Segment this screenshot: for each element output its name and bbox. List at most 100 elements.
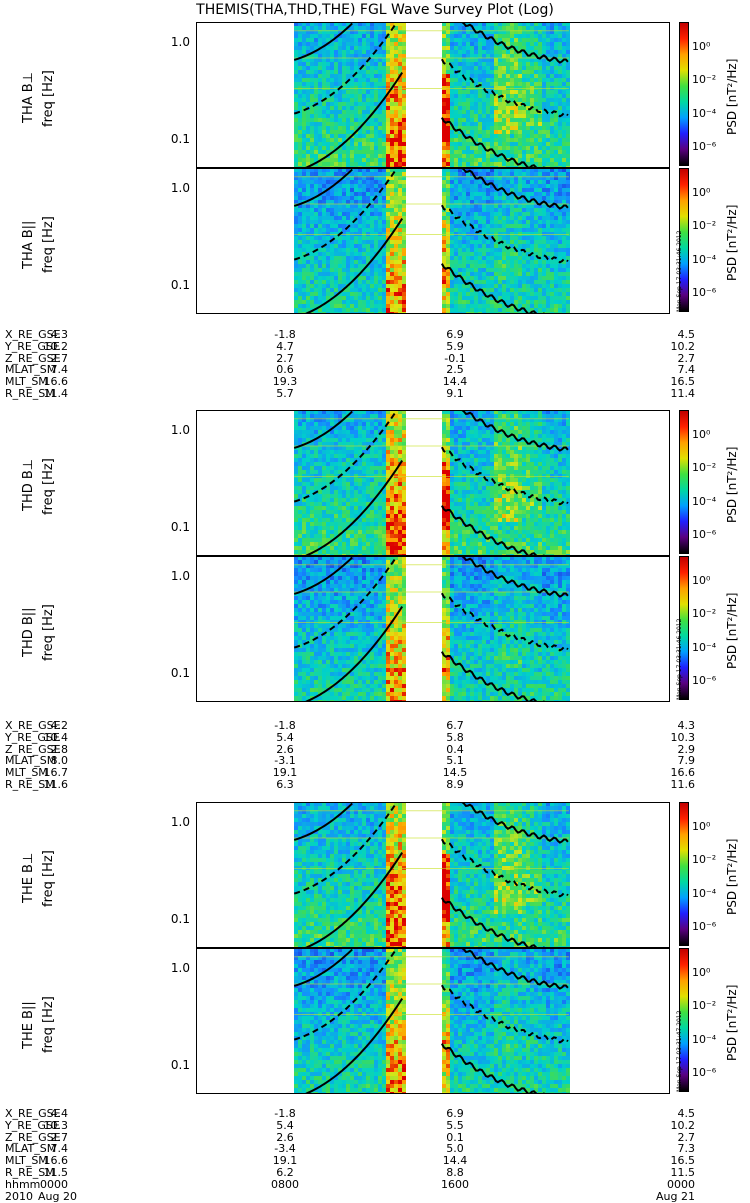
spectrogram-image	[196, 948, 668, 1094]
colorbar-tick-label: 10⁻²	[692, 462, 716, 473]
colorbar-tick-label: 10⁻⁴	[692, 254, 716, 265]
y-tick-label: 0.1	[150, 1059, 190, 1071]
ephemeris-value: 10.4	[38, 732, 68, 744]
colorbar-tick-label: 10⁻²	[692, 608, 716, 619]
spectrogram-panel	[196, 410, 670, 556]
ephemeris-value: 11.6	[38, 779, 68, 791]
colorbar-tick-label: 10⁻⁴	[692, 496, 716, 507]
spectrogram-image	[196, 410, 668, 556]
colorbar-tick-label: 10⁻²	[692, 854, 716, 865]
y-tick-label: 0.1	[150, 521, 190, 533]
y-tick-label: 1.0	[150, 424, 190, 436]
ephemeris-value: 9.1	[425, 388, 485, 400]
colorbar	[679, 410, 689, 554]
spectrogram-panel	[196, 948, 670, 1094]
ephemeris-value: Aug 21	[645, 1191, 695, 1203]
ephemeris-value: 11.4	[645, 388, 695, 400]
ephemeris-value: 10.2	[645, 1120, 695, 1132]
colorbar-tick-label: 10⁰	[692, 187, 710, 198]
colorbar-tick-label: 10⁻⁴	[692, 642, 716, 653]
colorbar-label: PSD [nT²/Hz]	[725, 593, 739, 669]
ephemeris-value: 5.9	[425, 341, 485, 353]
timestamp-stamp: Mon Sep 17 03:31:46 2012	[676, 231, 683, 312]
spectrogram-image	[196, 556, 668, 702]
ephemeris-value: 6.2	[255, 1167, 315, 1179]
timestamp-stamp: Mon Sep 17 03:31:47 2012	[676, 1011, 683, 1092]
panel-title: THE B||	[22, 1001, 36, 1049]
colorbar-tick-label: 10⁻⁶	[692, 675, 716, 686]
y-axis-label: freq [Hz]	[42, 458, 56, 515]
y-tick-label: 1.0	[150, 570, 190, 582]
ephemeris-label: hhmm	[5, 1179, 40, 1191]
y-tick-label: 1.0	[150, 816, 190, 828]
colorbar-label: PSD [nT²/Hz]	[725, 59, 739, 135]
ephemeris-value: 0000	[38, 1179, 68, 1191]
colorbar-tick-label: 10⁻⁶	[692, 141, 716, 152]
ephemeris-value: 0800	[255, 1179, 315, 1191]
y-tick-label: 0.1	[150, 667, 190, 679]
ephemeris-value: 11.5	[38, 1167, 68, 1179]
ephemeris-value: 10.2	[38, 341, 68, 353]
y-axis-label: freq [Hz]	[42, 604, 56, 661]
y-axis-label: freq [Hz]	[42, 216, 56, 273]
colorbar-tick-label: 10⁻⁶	[692, 287, 716, 298]
y-tick-label: 1.0	[150, 962, 190, 974]
colorbar-label: PSD [nT²/Hz]	[725, 839, 739, 915]
ephemeris-value: 11.6	[645, 779, 695, 791]
ephemeris-value: 4.7	[255, 341, 315, 353]
colorbar-tick-label: 10⁻⁴	[692, 888, 716, 899]
ephemeris-value: 8.9	[425, 779, 485, 791]
colorbar	[679, 22, 689, 166]
ephemeris-value: 10.3	[645, 732, 695, 744]
colorbar-tick-label: 10⁰	[692, 429, 710, 440]
spectrogram-panel	[196, 556, 670, 702]
spectrogram-panel	[196, 168, 670, 314]
colorbar-tick-label: 10⁰	[692, 41, 710, 52]
y-tick-label: 1.0	[150, 182, 190, 194]
y-axis-label: freq [Hz]	[42, 996, 56, 1053]
panel-title: THD B||	[22, 607, 36, 657]
ephemeris-value: 11.5	[645, 1167, 695, 1179]
panel-title: THA B||	[22, 221, 36, 269]
colorbar-tick-label: 10⁻⁶	[692, 921, 716, 932]
colorbar-tick-label: 10⁻⁶	[692, 1067, 716, 1078]
ephemeris-value: 0000	[645, 1179, 695, 1191]
spectrogram-image	[196, 22, 668, 168]
y-axis-label: freq [Hz]	[42, 70, 56, 127]
ephemeris-value: 5.8	[425, 732, 485, 744]
ephemeris-value: 5.4	[255, 1120, 315, 1132]
page-title: THEMIS(THA,THD,THE) FGL Wave Survey Plot…	[0, 2, 750, 18]
colorbar	[679, 802, 689, 946]
colorbar-tick-label: 10⁻⁴	[692, 1034, 716, 1045]
ephemeris-value: 1600	[425, 1179, 485, 1191]
ephemeris-value: 5.4	[255, 732, 315, 744]
ephemeris-label: 2010	[5, 1191, 33, 1203]
colorbar-label: PSD [nT²/Hz]	[725, 205, 739, 281]
ephemeris-value: 5.5	[425, 1120, 485, 1132]
spectrogram-image	[196, 802, 668, 948]
ephemeris-value: 8.8	[425, 1167, 485, 1179]
panel-title: THE B⊥	[22, 853, 36, 903]
y-axis-label: freq [Hz]	[42, 850, 56, 907]
colorbar-tick-label: 10⁰	[692, 967, 710, 978]
ephemeris-value: 10.3	[38, 1120, 68, 1132]
panel-title: THA B⊥	[22, 72, 36, 123]
ephemeris-value: 11.4	[38, 388, 68, 400]
y-tick-label: 1.0	[150, 36, 190, 48]
y-tick-label: 0.1	[150, 913, 190, 925]
